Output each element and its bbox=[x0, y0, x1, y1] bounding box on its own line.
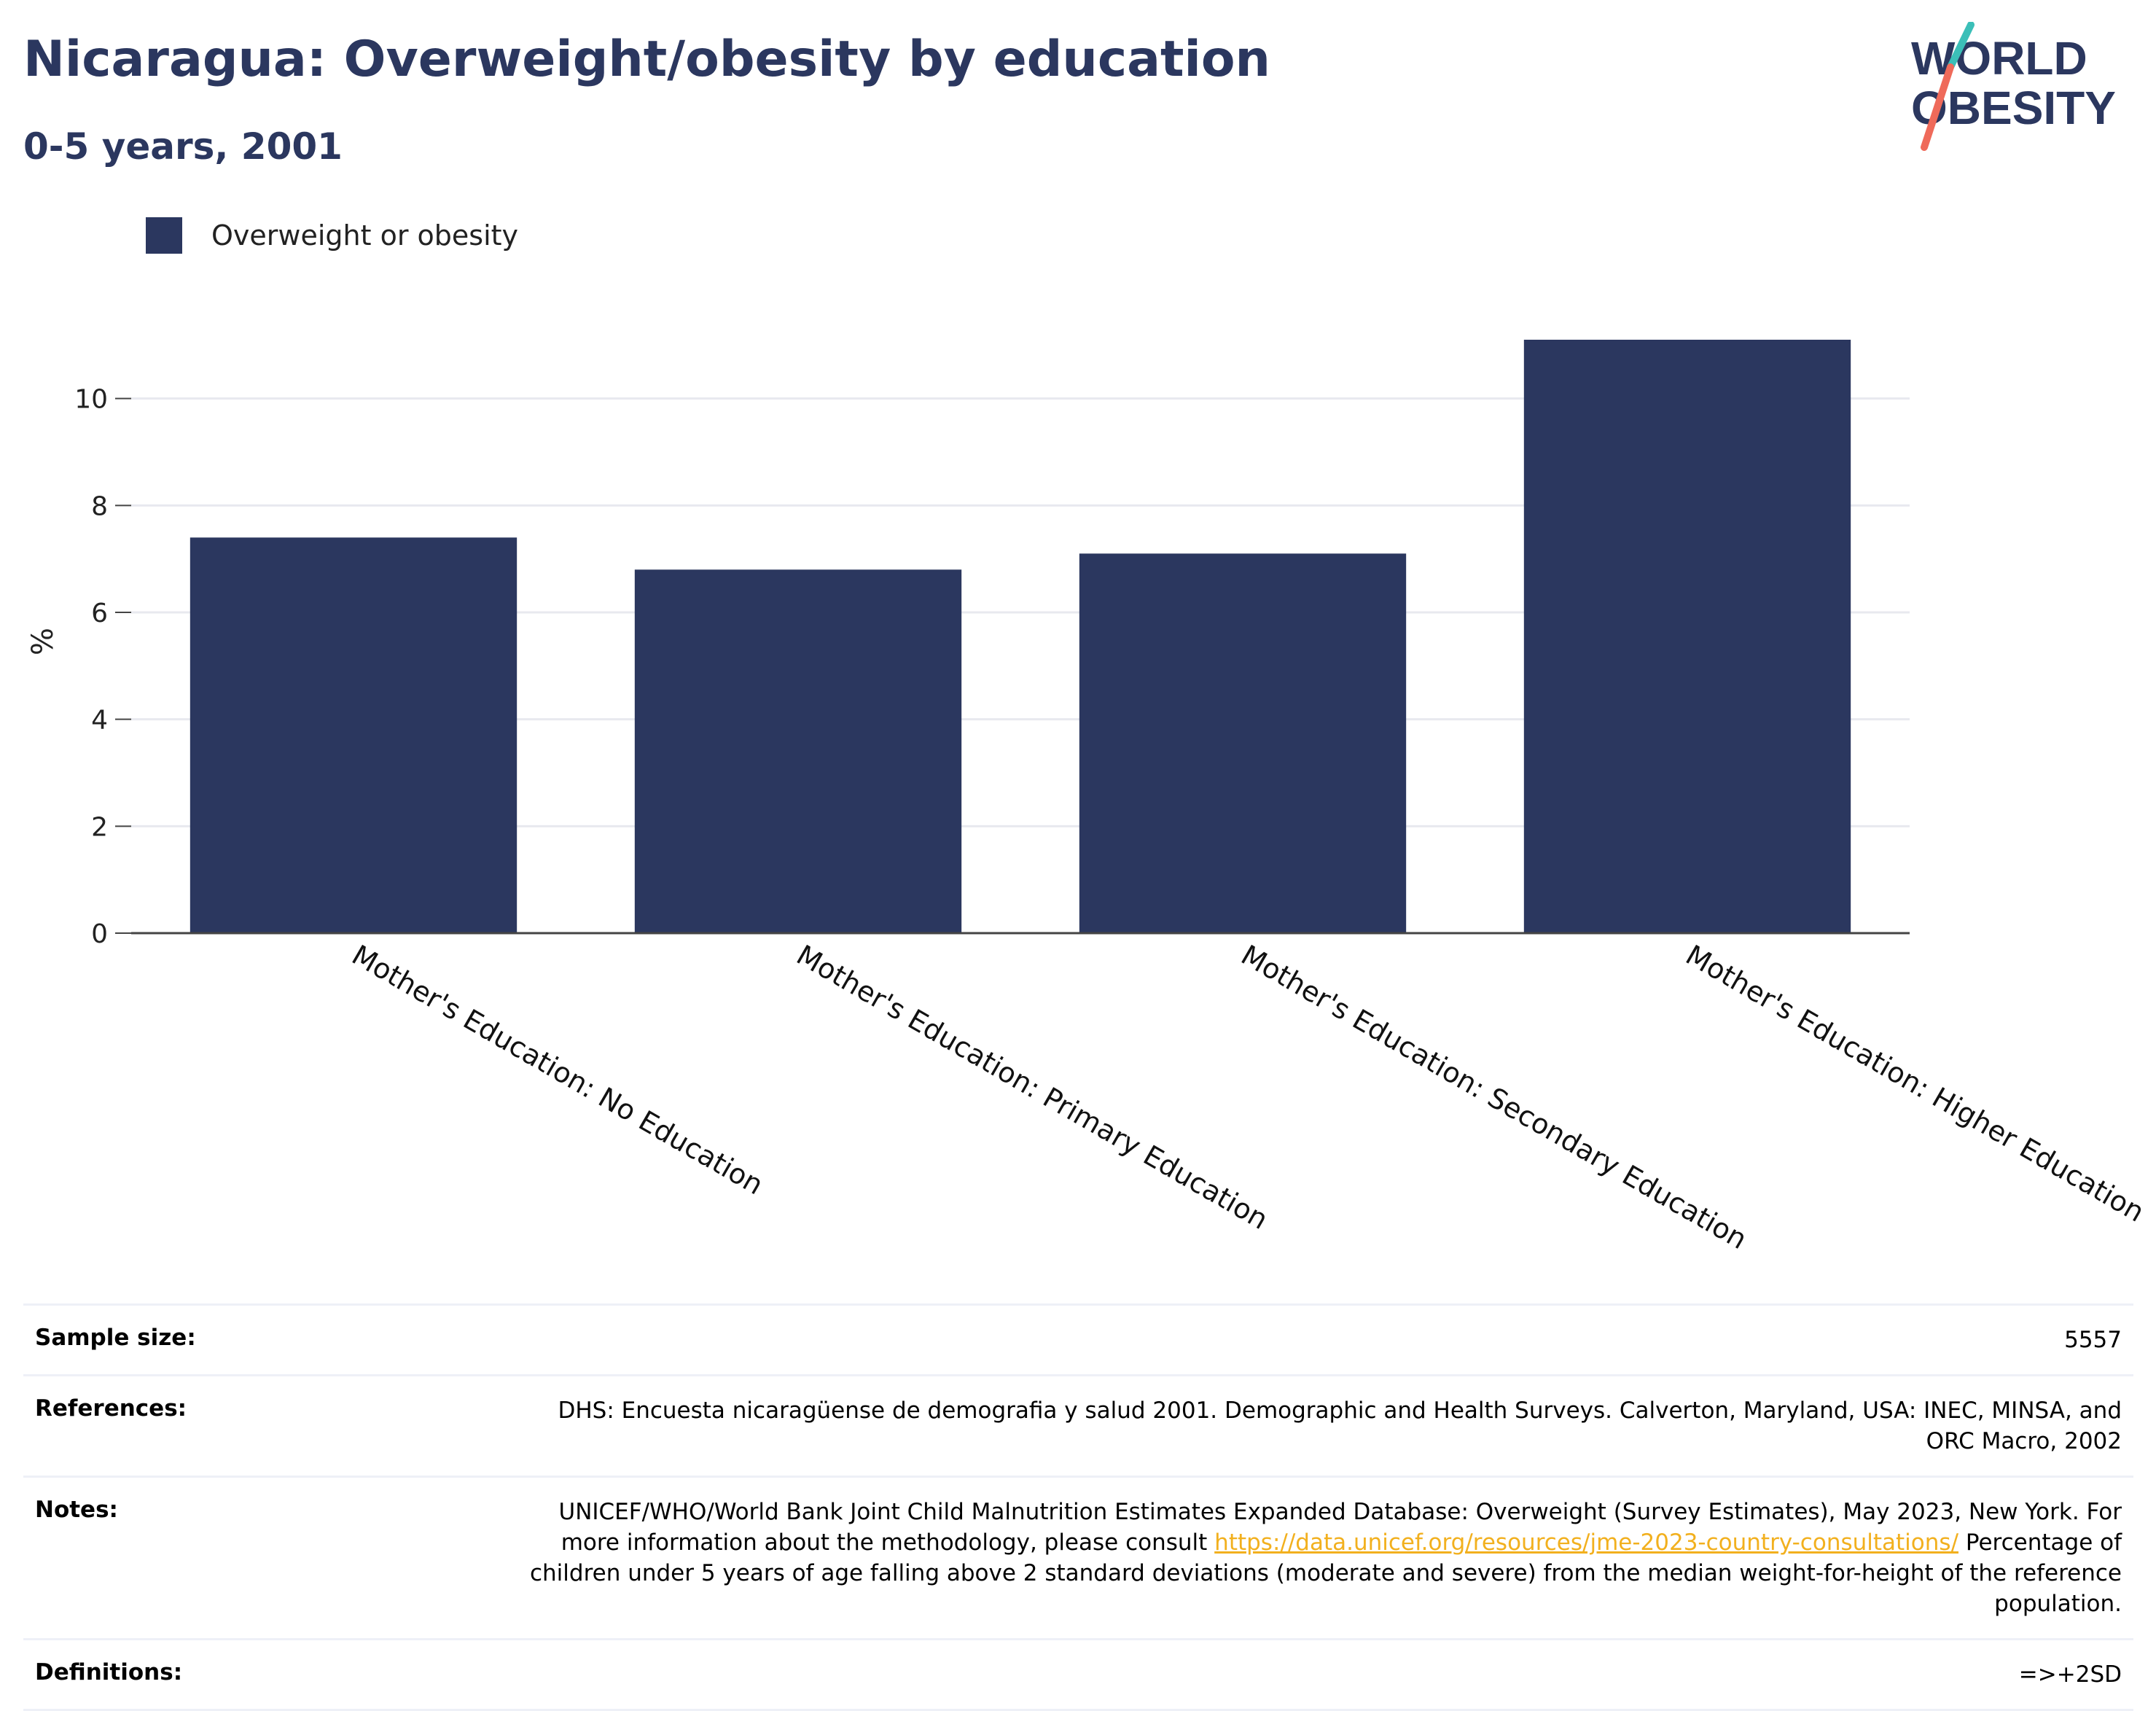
logo-slash-red bbox=[1921, 63, 1954, 151]
bar bbox=[634, 569, 962, 933]
logo-text-world: WORLD bbox=[1911, 32, 2087, 85]
y-tick-label: 6 bbox=[91, 599, 108, 628]
x-tick-label: Mother's Education: Primary Education bbox=[792, 939, 1274, 1236]
x-tick-label: Mother's Education: Higher Education bbox=[1681, 939, 2150, 1228]
legend-swatch bbox=[146, 217, 182, 254]
x-tick-label: Mother's Education: Secondary Education bbox=[1236, 939, 1753, 1256]
notes-text-2: Percentage of children under 5 years of … bbox=[529, 1529, 2122, 1617]
legend-label: Overweight or obesity bbox=[211, 219, 519, 252]
chart-title: Nicaragua: Overweight/obesity by educati… bbox=[23, 31, 1270, 88]
notes-link[interactable]: https://data.unicef.org/resources/jme-20… bbox=[1214, 1529, 1959, 1556]
x-tick-label: Mother's Education: No Education bbox=[347, 939, 769, 1201]
y-tick-label: 4 bbox=[91, 706, 108, 736]
definitions-label: Definitions: bbox=[35, 1659, 183, 1685]
sample-size-value: 5557 bbox=[2064, 1327, 2122, 1353]
references-value: DHS: Encuesta nicaragüense de demografia… bbox=[558, 1398, 2122, 1454]
world-obesity-logo: WORLD OBESITY bbox=[1911, 22, 2116, 151]
definitions-row: Definitions: =>+2SD bbox=[23, 1638, 2133, 1711]
metadata-table: Sample size: 5557 References: DHS: Encue… bbox=[23, 1303, 2133, 1711]
logo-slash-teal bbox=[1947, 22, 1975, 71]
definitions-value: =>+2SD bbox=[2018, 1661, 2122, 1688]
bar bbox=[1079, 553, 1407, 933]
bar bbox=[190, 537, 517, 933]
y-tick-label: 8 bbox=[91, 491, 108, 521]
bar bbox=[1523, 340, 1851, 933]
y-axis-label: % bbox=[26, 628, 60, 655]
notes-label: Notes: bbox=[35, 1497, 118, 1523]
y-tick-label: 2 bbox=[91, 812, 108, 842]
sample-size-row: Sample size: 5557 bbox=[23, 1303, 2133, 1374]
sample-size-label: Sample size: bbox=[35, 1325, 196, 1351]
notes-row: Notes: UNICEF/WHO/World Bank Joint Child… bbox=[23, 1476, 2133, 1638]
chart-subtitle: 0-5 years, 2001 bbox=[23, 125, 343, 168]
notes-text-1: UNICEF/WHO/World Bank Joint Child Malnut… bbox=[558, 1499, 2122, 1556]
notes-value: UNICEF/WHO/World Bank Joint Child Malnut… bbox=[518, 1497, 2122, 1619]
references-label: References: bbox=[35, 1395, 187, 1422]
y-tick-label: 0 bbox=[91, 919, 108, 949]
y-tick-label: 10 bbox=[74, 385, 108, 415]
references-row: References: DHS: Encuesta nicaragüense d… bbox=[23, 1374, 2133, 1476]
bar-chart: 0 2 4 6 8 10% Mother's Education: No Education… bbox=[26, 340, 2150, 1256]
chart-legend[interactable]: Overweight or obesity bbox=[146, 217, 518, 254]
